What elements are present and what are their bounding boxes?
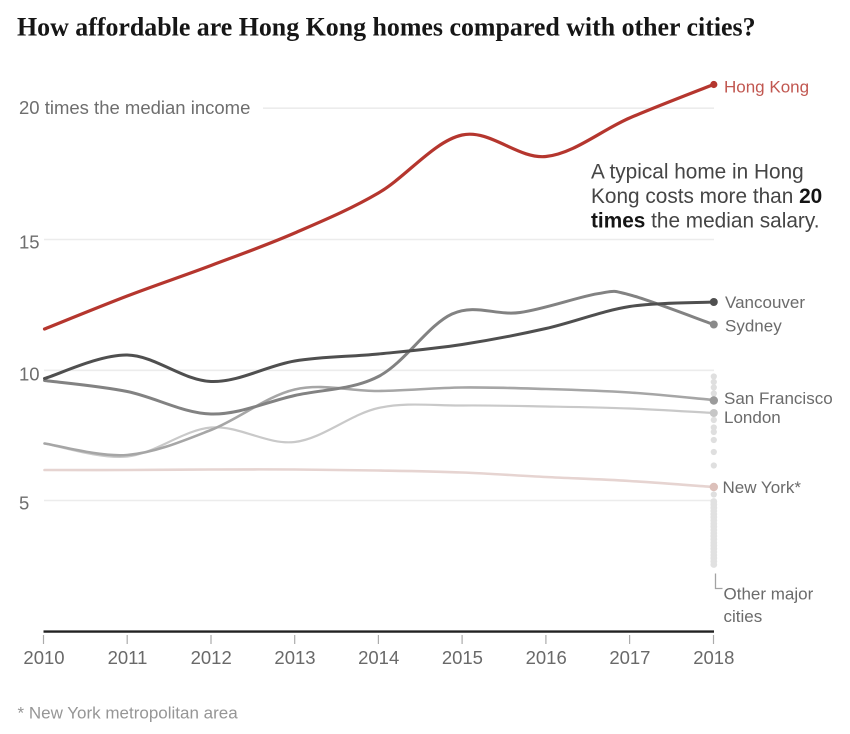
svg-text:2012: 2012 [191,647,232,668]
svg-text:2018: 2018 [693,647,734,668]
svg-text:A typical home in Hong: A typical home in Hong [591,161,804,184]
svg-text:Other major: Other major [724,585,814,604]
svg-text:2011: 2011 [108,647,148,668]
svg-text:San Francisco: San Francisco [724,389,833,408]
svg-text:cities: cities [724,607,763,626]
svg-text:15: 15 [19,232,40,253]
svg-text:New York*: New York* [723,478,802,497]
svg-text:20 times the median income: 20 times the median income [19,97,250,118]
svg-text:2016: 2016 [526,647,567,668]
svg-text:2015: 2015 [442,647,483,668]
svg-text:times the median salary.: times the median salary. [591,210,820,233]
svg-text:10: 10 [19,364,40,385]
svg-text:Vancouver: Vancouver [725,293,805,312]
svg-text:How affordable are Hong Kong h: How affordable are Hong Kong homes compa… [17,13,756,42]
svg-text:Sydney: Sydney [725,317,782,336]
svg-text:Hong Kong: Hong Kong [724,78,809,97]
svg-text:2014: 2014 [358,647,399,668]
svg-text:2017: 2017 [609,647,650,668]
svg-text:Kong costs more than 20: Kong costs more than 20 [591,185,822,208]
svg-text:2013: 2013 [274,647,315,668]
svg-text:5: 5 [19,493,29,514]
svg-text:2010: 2010 [23,647,64,668]
svg-text:London: London [724,408,781,427]
svg-text:* New York metropolitan area: * New York metropolitan area [18,704,239,723]
